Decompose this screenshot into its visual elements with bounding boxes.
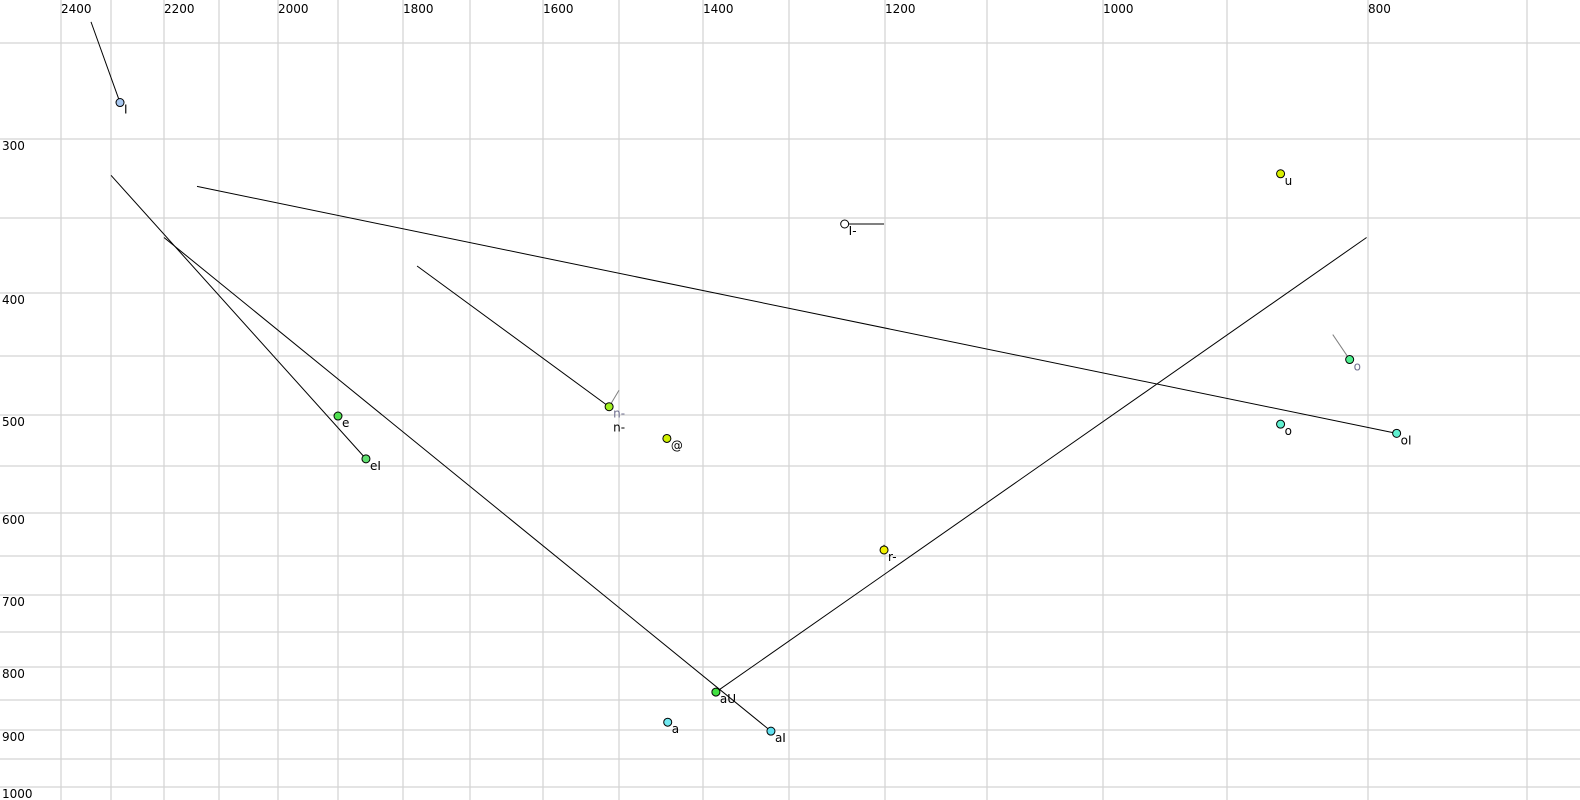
data-points: Ie eI n-n- @ a aU aI r- I-u o o oI — [115, 98, 1412, 745]
x-tick-label: 1400 — [703, 2, 734, 16]
point-label: o — [1285, 424, 1292, 438]
point-label: n- — [613, 421, 625, 435]
trajectory-line — [416, 265, 610, 408]
y-tick-label: 700 — [2, 595, 25, 609]
point-label: n- — [613, 407, 625, 421]
data-point — [604, 402, 614, 412]
x-tick-label: 1800 — [403, 2, 434, 16]
trajectories — [90, 21, 1397, 732]
x-tick-label: 2000 — [278, 2, 309, 16]
data-point — [879, 545, 889, 555]
point-label: u — [1285, 174, 1293, 188]
data-point — [1392, 428, 1402, 438]
data-point — [663, 717, 673, 727]
y-tick-label: 800 — [2, 667, 25, 681]
x-tick-label: 1600 — [543, 2, 574, 16]
data-point — [1276, 169, 1286, 179]
point-label: I- — [849, 224, 857, 238]
point-label: oI — [1401, 433, 1412, 447]
x-tick-label: 2200 — [164, 2, 195, 16]
point-label: aI — [775, 731, 786, 745]
point-label: aU — [720, 692, 736, 706]
y-tick-label: 300 — [2, 139, 25, 153]
point-label: a — [672, 722, 679, 736]
data-point — [711, 687, 721, 697]
point-label: o — [1354, 360, 1361, 374]
data-point — [840, 219, 850, 229]
y-tick-label: 500 — [2, 415, 25, 429]
y-tick-label: 900 — [2, 730, 25, 744]
trajectory-line — [715, 237, 1367, 693]
x-tick-label: 800 — [1368, 2, 1391, 16]
data-point — [662, 433, 672, 443]
y-tick-label: 1000 — [2, 787, 33, 800]
trajectory-line — [196, 185, 1397, 434]
point-label: @ — [671, 438, 683, 452]
data-point — [115, 98, 125, 108]
x-tick-label: 2400 — [61, 2, 92, 16]
trajectory-line — [1332, 334, 1351, 360]
trajectory-line — [110, 175, 367, 460]
data-point — [333, 411, 343, 421]
point-label: e — [342, 416, 349, 430]
y-tick-label: 400 — [2, 293, 25, 307]
axis-ticks: 2400 2200 2000 1800 1600 1400 1200 1000 800 300 40… — [2, 2, 1391, 800]
trajectory-line — [163, 237, 772, 732]
point-label: r- — [888, 550, 897, 564]
data-point — [1345, 355, 1355, 365]
data-point — [361, 454, 371, 464]
point-label: I — [124, 103, 128, 117]
point-label: eI — [370, 459, 381, 473]
x-tick-label: 1000 — [1103, 2, 1134, 16]
y-tick-label: 600 — [2, 513, 25, 527]
trajectory-line — [90, 21, 121, 103]
x-tick-label: 1200 — [885, 2, 916, 16]
data-point — [766, 726, 776, 736]
data-point — [1276, 419, 1286, 429]
